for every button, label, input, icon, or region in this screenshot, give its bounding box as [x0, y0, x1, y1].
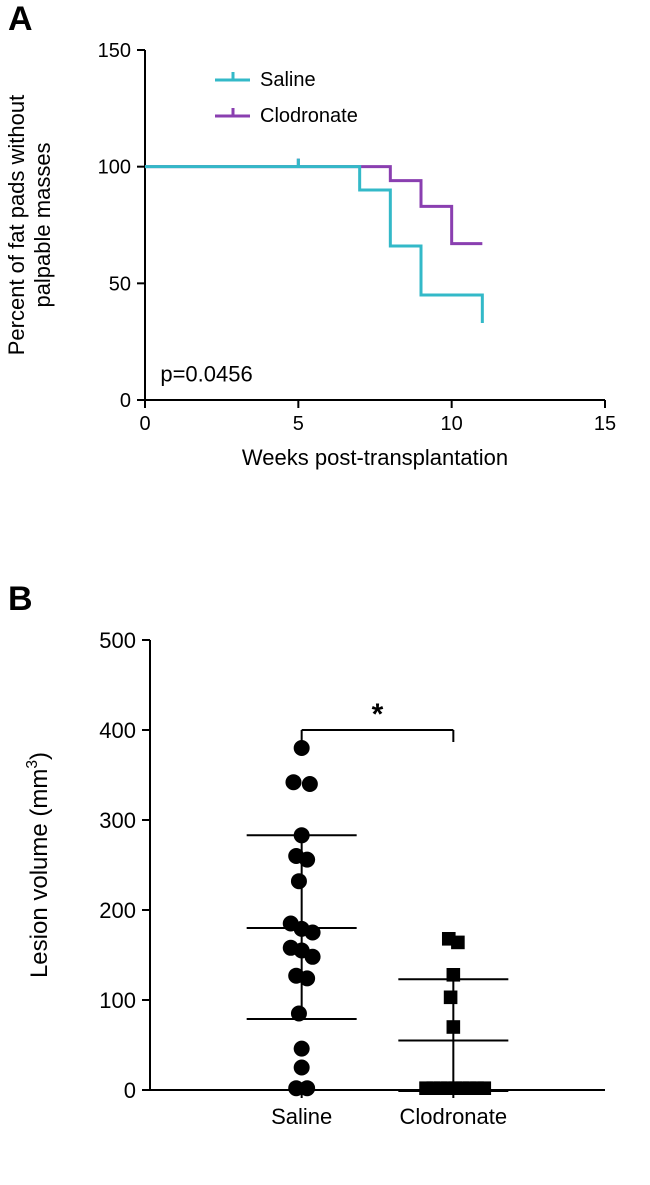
svg-text:palpable masses: palpable masses — [30, 142, 55, 307]
svg-text:Weeks post-transplantation: Weeks post-transplantation — [242, 445, 508, 470]
svg-text:400: 400 — [99, 718, 136, 743]
svg-text:50: 50 — [109, 273, 131, 295]
svg-text:300: 300 — [99, 808, 136, 833]
svg-text:Lesion volume (mm3): Lesion volume (mm3) — [24, 752, 53, 978]
svg-text:500: 500 — [99, 628, 136, 653]
svg-text:Percent of fat pads without: Percent of fat pads without — [5, 95, 29, 356]
svg-text:0: 0 — [124, 1078, 136, 1103]
svg-text:*: * — [372, 698, 384, 731]
svg-text:5: 5 — [293, 413, 304, 435]
svg-text:100: 100 — [99, 988, 136, 1013]
svg-text:Saline: Saline — [271, 1104, 332, 1129]
svg-text:p=0.0456: p=0.0456 — [160, 361, 252, 386]
svg-text:15: 15 — [594, 413, 616, 435]
svg-text:Clodronate: Clodronate — [400, 1104, 508, 1129]
svg-text:0: 0 — [139, 413, 150, 435]
svg-text:150: 150 — [98, 40, 131, 62]
svg-text:0: 0 — [120, 390, 131, 412]
panel-b-label: B — [8, 580, 33, 619]
panel-b-chart: 0 100 200 300 400 500 Lesion volume (mm3) Salin… — [5, 620, 645, 1180]
svg-text:Saline: Saline — [260, 69, 316, 91]
figure-page: A 051015050100150Percent of fat pads wit… — [0, 0, 650, 1185]
svg-text:100: 100 — [98, 157, 131, 179]
svg-text:Clodronate: Clodronate — [260, 105, 358, 127]
panel-a-chart: 051015050100150Percent of fat pads witho… — [5, 20, 645, 520]
svg-text:200: 200 — [99, 898, 136, 923]
svg-text:10: 10 — [441, 413, 463, 435]
